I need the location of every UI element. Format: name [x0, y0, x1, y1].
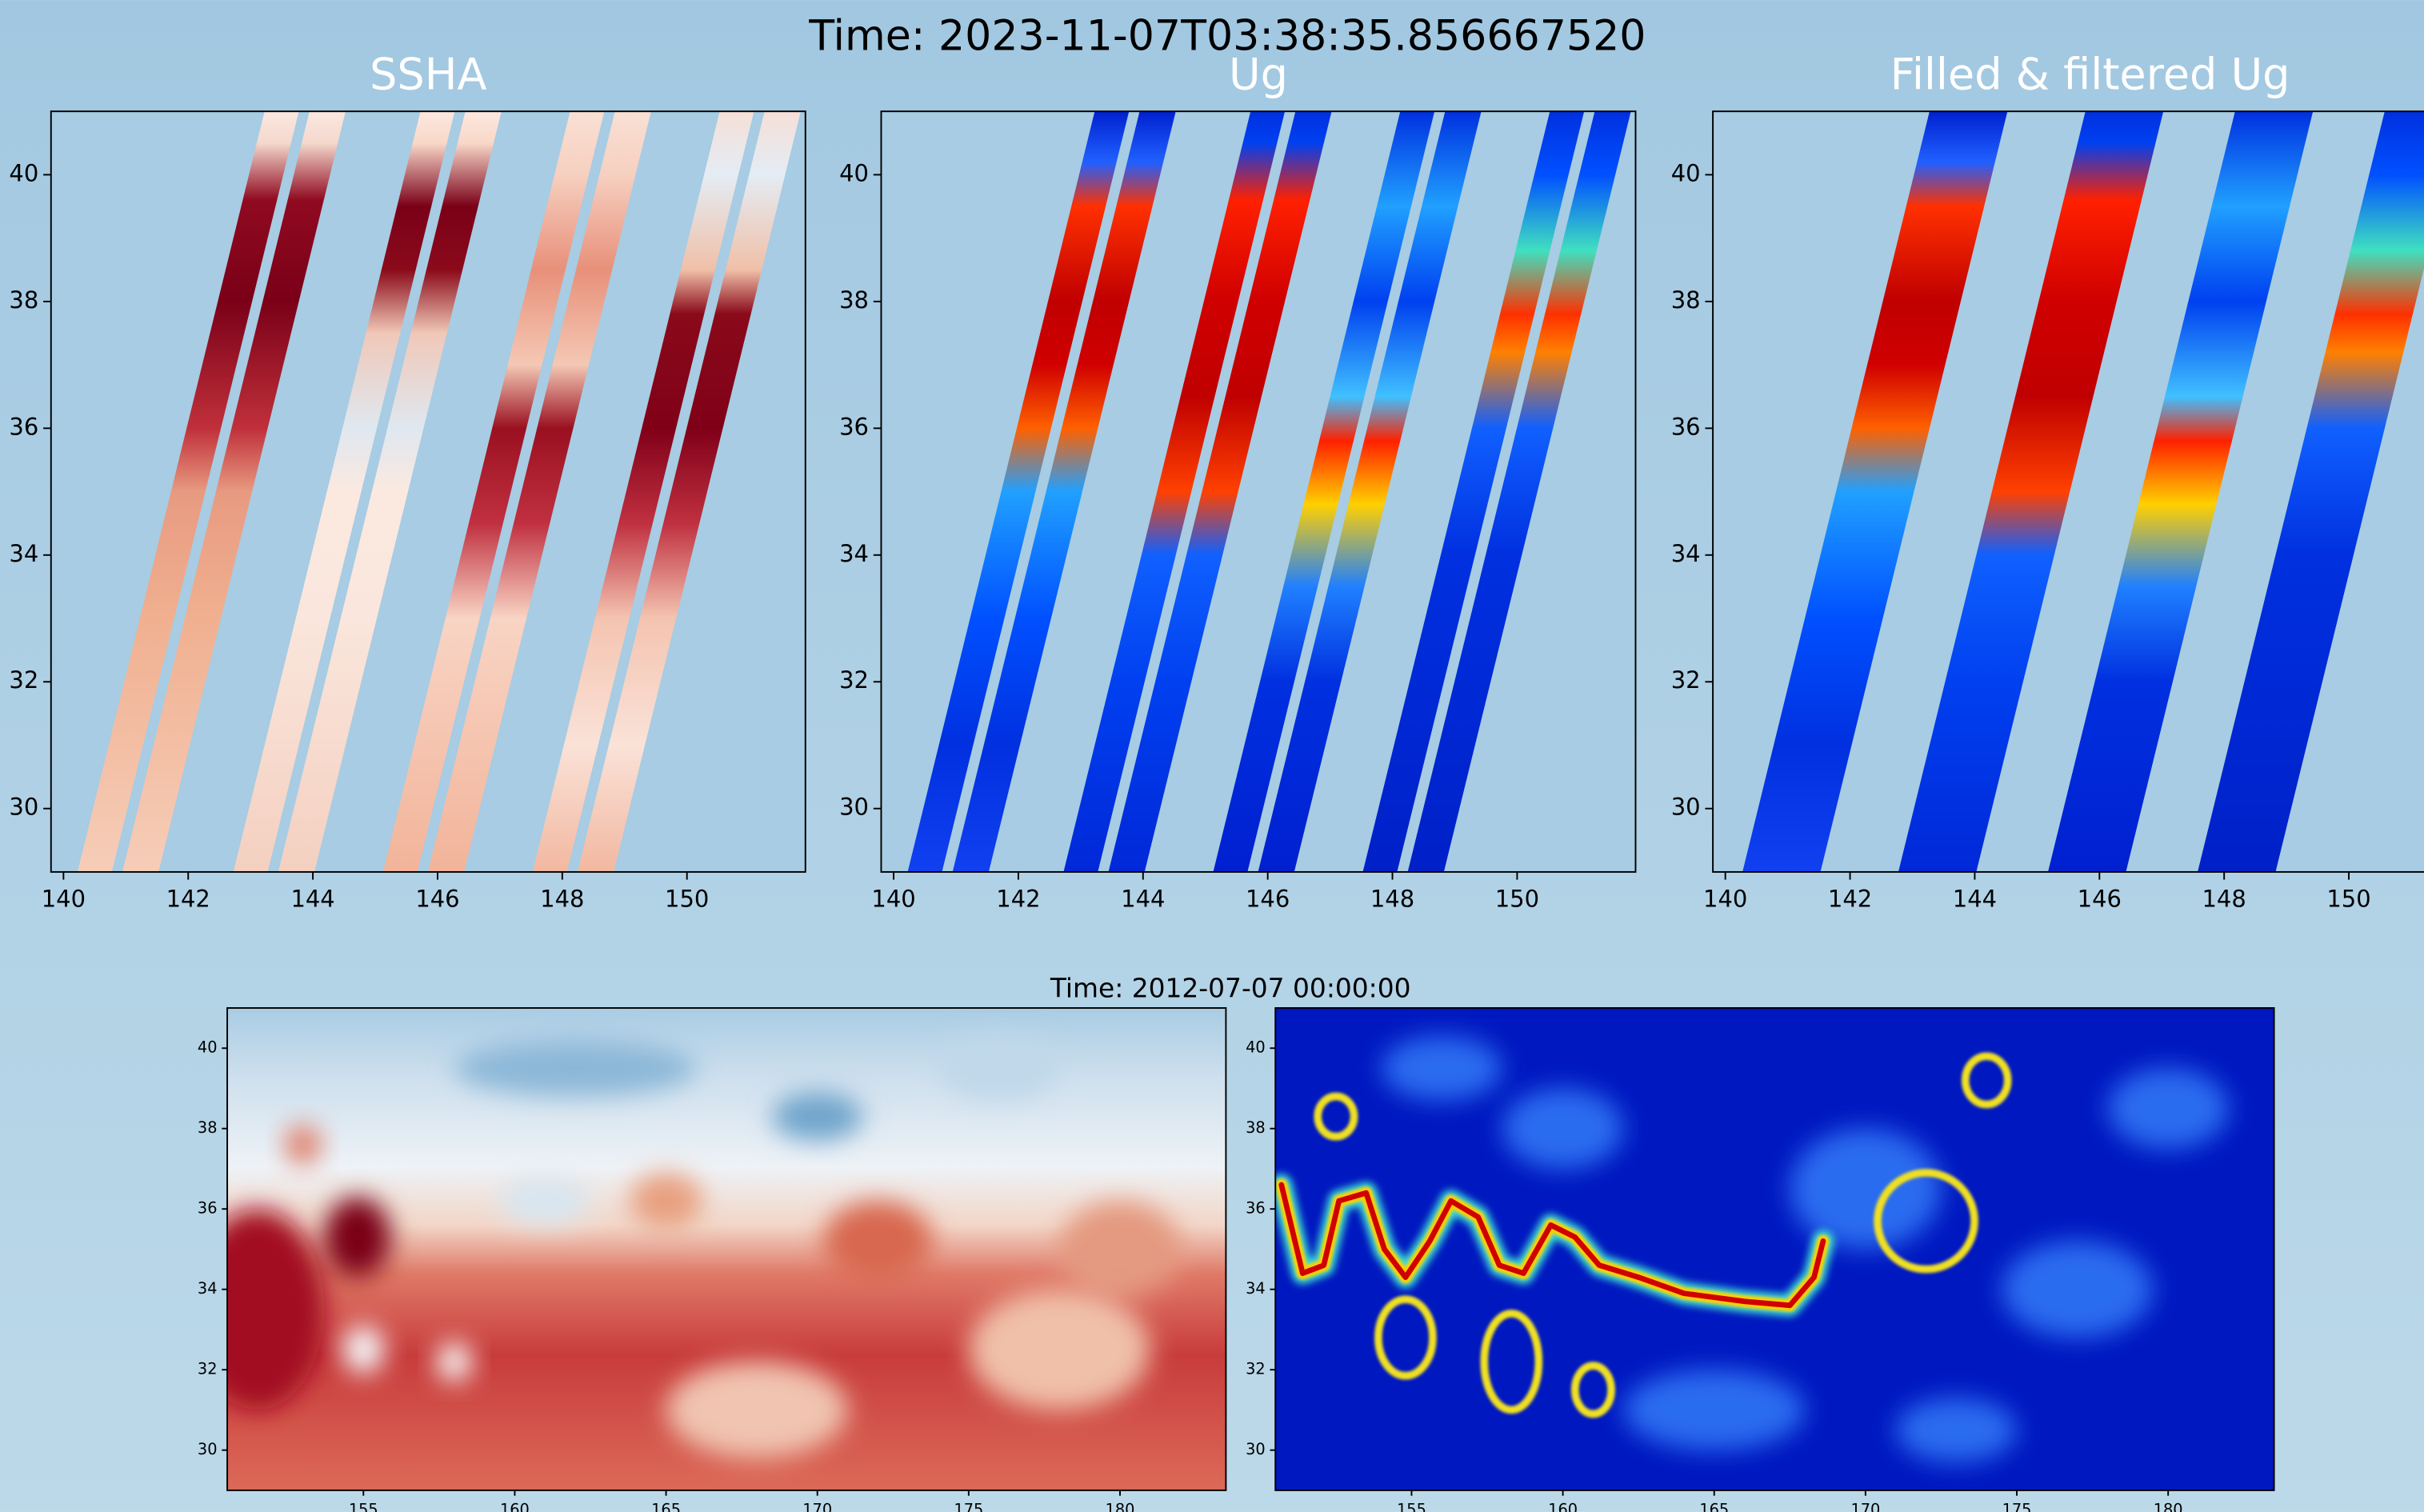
- x-tick-label: 146: [1246, 886, 1290, 913]
- x-tick-label: 144: [1953, 886, 1997, 913]
- field-blob: [436, 1342, 472, 1382]
- y-tick-label: 38: [198, 1118, 218, 1137]
- y-tick-label: 32: [839, 666, 869, 694]
- x-tick-label: 140: [1703, 886, 1747, 913]
- field-blob: [342, 1326, 385, 1374]
- y-tick-label: 32: [1246, 1360, 1266, 1378]
- y-tick-label: 40: [198, 1038, 218, 1057]
- y-tick-label: 38: [9, 286, 38, 314]
- figure-title: Time: 2023-11-07T03:38:35.856667520: [808, 12, 1646, 60]
- y-tick-label: 36: [1671, 413, 1701, 440]
- y-tick-label: 34: [1246, 1279, 1266, 1298]
- x-tick-label: 160: [1548, 1501, 1578, 1512]
- x-tick-label: 146: [415, 886, 459, 913]
- y-tick-label: 34: [1671, 540, 1701, 567]
- y-tick-label: 32: [1671, 666, 1701, 694]
- x-tick-label: 170: [1850, 1501, 1880, 1512]
- field-blob: [1059, 1201, 1180, 1298]
- field-blob: [1382, 1036, 1502, 1100]
- plot-area: [51, 80, 809, 904]
- plot-area: [191, 1008, 1226, 1490]
- x-tick-label: 180: [2154, 1501, 2183, 1512]
- y-tick-label: 36: [198, 1199, 218, 1218]
- panel-title: Filled & filtered Ug: [1890, 49, 2290, 99]
- x-tick-label: 144: [1121, 886, 1165, 913]
- x-tick-label: 146: [2078, 886, 2122, 913]
- x-tick-label: 180: [1106, 1501, 1135, 1512]
- bottom-title: Time: 2012-07-07 00:00:00: [1050, 973, 1411, 1003]
- x-tick-label: 148: [2202, 886, 2246, 913]
- panel-title: SSHA: [370, 49, 486, 99]
- page: {"figure_title": "Time: 2023-11-07T03:38…: [0, 0, 2424, 1512]
- y-tick-label: 34: [839, 540, 869, 567]
- field-blob: [500, 1177, 590, 1225]
- field-blob: [630, 1173, 702, 1229]
- x-tick-label: 148: [1370, 886, 1414, 913]
- x-tick-label: 142: [166, 886, 210, 913]
- field-blob: [666, 1362, 848, 1458]
- x-tick-label: 175: [2002, 1501, 2032, 1512]
- y-tick-label: 38: [1671, 286, 1701, 314]
- y-tick-label: 38: [839, 286, 869, 314]
- field-blob: [969, 1290, 1150, 1410]
- y-tick-label: 30: [198, 1440, 218, 1458]
- field-blob: [1502, 1088, 1623, 1168]
- field-blob: [324, 1197, 390, 1277]
- x-tick-label: 170: [802, 1501, 832, 1512]
- plot-area: [1275, 1008, 2274, 1490]
- x-tick-label: 142: [1828, 886, 1872, 913]
- field-blob: [772, 1092, 862, 1140]
- y-tick-label: 36: [839, 413, 869, 440]
- field-blob: [1896, 1398, 2017, 1462]
- y-tick-label: 36: [1246, 1199, 1266, 1218]
- x-tick-label: 140: [871, 886, 915, 913]
- field-blob: [285, 1125, 321, 1165]
- field-blob: [2002, 1241, 2153, 1338]
- x-tick-label: 160: [500, 1501, 530, 1512]
- x-tick-label: 150: [665, 886, 709, 913]
- y-tick-label: 40: [1671, 159, 1701, 186]
- field-blob: [938, 1036, 1059, 1100]
- y-tick-label: 30: [1246, 1440, 1266, 1458]
- x-tick-label: 155: [1397, 1501, 1426, 1512]
- y-tick-label: 30: [839, 794, 869, 821]
- y-tick-label: 32: [198, 1360, 218, 1378]
- x-tick-label: 142: [996, 886, 1040, 913]
- x-tick-label: 148: [540, 886, 584, 913]
- plot-area: [881, 80, 1638, 904]
- y-tick-label: 30: [1671, 794, 1701, 821]
- x-tick-label: 150: [1495, 886, 1539, 913]
- x-tick-label: 165: [1699, 1501, 1729, 1512]
- y-tick-label: 36: [9, 413, 38, 440]
- y-tick-label: 38: [1246, 1118, 1266, 1137]
- y-tick-label: 40: [1246, 1038, 1266, 1057]
- field-blob: [454, 1040, 697, 1096]
- x-tick-label: 165: [651, 1501, 681, 1512]
- y-tick-label: 40: [9, 159, 38, 186]
- x-tick-label: 155: [349, 1501, 378, 1512]
- figure: Time: 2023-11-07T03:38:35.856667520 Time…: [0, 0, 2424, 1512]
- field-blob: [2108, 1068, 2229, 1148]
- y-tick-label: 40: [839, 159, 869, 186]
- y-tick-label: 34: [198, 1279, 218, 1298]
- x-tick-label: 175: [954, 1501, 983, 1512]
- y-tick-label: 32: [9, 666, 38, 694]
- panel-title: Ug: [1229, 49, 1288, 99]
- y-tick-label: 34: [9, 540, 38, 567]
- x-tick-label: 150: [2326, 886, 2370, 913]
- plot-area: [1713, 80, 2424, 904]
- field-blob: [823, 1201, 932, 1281]
- x-tick-label: 144: [290, 886, 334, 913]
- field-blob: [1623, 1370, 1805, 1450]
- field-blob: [1790, 1129, 1941, 1250]
- x-tick-label: 140: [42, 886, 86, 913]
- y-tick-label: 30: [9, 794, 38, 821]
